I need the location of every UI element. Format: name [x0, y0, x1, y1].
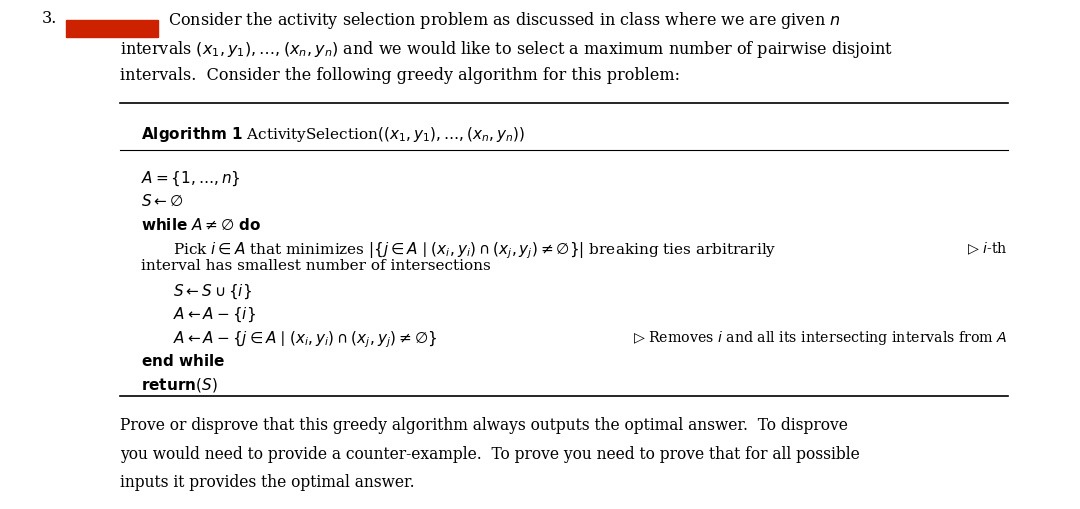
Text: Consider the activity selection problem as discussed in class where we are given: Consider the activity selection problem …	[167, 10, 840, 32]
Text: $A \leftarrow A - \{j \in A \mid (x_i, y_i) \cap (x_j, y_j) \neq \emptyset\}$: $A \leftarrow A - \{j \in A \mid (x_i, y…	[173, 329, 437, 350]
Text: intervals $(x_1, y_1), \ldots, (x_n, y_n)$ and we would like to select a maximum: intervals $(x_1, y_1), \ldots, (x_n, y_n…	[121, 39, 893, 60]
Text: $\triangleright$ Removes $i$ and all its intersecting intervals from $A$: $\triangleright$ Removes $i$ and all its…	[633, 329, 1008, 348]
Text: $\mathbf{return}(S)$: $\mathbf{return}(S)$	[141, 376, 218, 394]
Text: $A \leftarrow A - \{i\}$: $A \leftarrow A - \{i\}$	[173, 306, 256, 324]
Text: $\bf{Algorithm\ 1}$ ActivitySelection$((x_1, y_1), \ldots, (x_n, y_n))$: $\bf{Algorithm\ 1}$ ActivitySelection$((…	[141, 125, 526, 144]
Text: you would need to provide a counter-example.  To prove you need to prove that fo: you would need to provide a counter-exam…	[121, 446, 861, 463]
Text: $\triangleright$ $i$-th: $\triangleright$ $i$-th	[968, 240, 1008, 257]
Text: 3.: 3.	[42, 10, 57, 27]
Text: Prove or disprove that this greedy algorithm always outputs the optimal answer. : Prove or disprove that this greedy algor…	[121, 417, 849, 435]
FancyBboxPatch shape	[66, 20, 158, 37]
Text: Pick $i \in A$ that minimizes $|\{j \in A \mid (x_i, y_i) \cap (x_j, y_j) \neq \: Pick $i \in A$ that minimizes $|\{j \in …	[173, 240, 777, 261]
Text: intervals.  Consider the following greedy algorithm for this problem:: intervals. Consider the following greedy…	[121, 67, 680, 83]
Text: $S \leftarrow \emptyset$: $S \leftarrow \emptyset$	[141, 193, 184, 209]
Text: $A = \{1, \ldots, n\}$: $A = \{1, \ldots, n\}$	[141, 170, 241, 188]
Text: interval has smallest number of intersections: interval has smallest number of intersec…	[141, 259, 491, 273]
Text: $S \leftarrow S \cup \{i\}$: $S \leftarrow S \cup \{i\}$	[173, 282, 252, 301]
Text: inputs it provides the optimal answer.: inputs it provides the optimal answer.	[121, 474, 415, 491]
Text: $\mathbf{while}$ $A \neq \emptyset$ $\mathbf{do}$: $\mathbf{while}$ $A \neq \emptyset$ $\ma…	[141, 217, 262, 233]
Text: $\mathbf{end\ while}$: $\mathbf{end\ while}$	[141, 353, 226, 369]
